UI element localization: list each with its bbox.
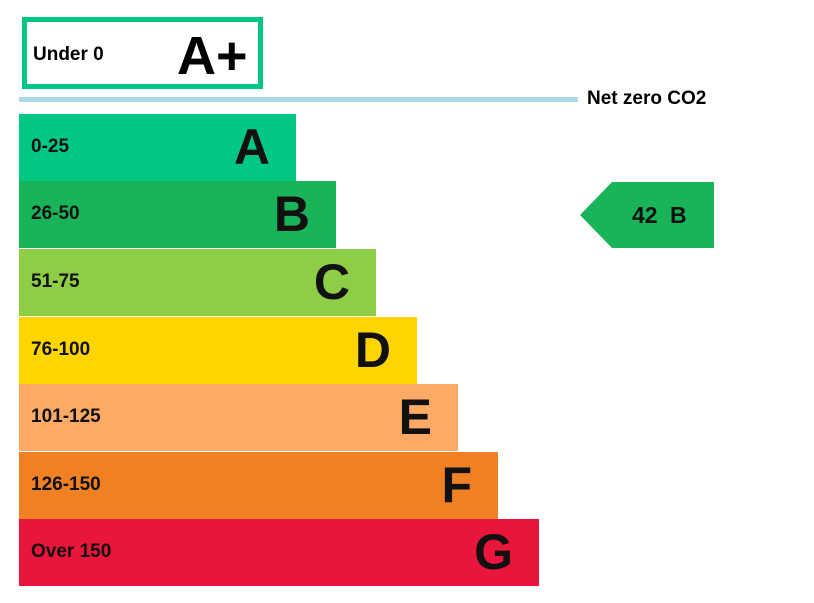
a-plus-rating-box: Under 0 A+ [22,17,263,89]
a-plus-letter: A+ [177,26,248,86]
band-a: 0-25 A [19,114,296,181]
band-letter: E [398,389,432,445]
band-d: 76-100 D [19,317,417,384]
net-zero-label: Net zero CO2 [587,88,707,109]
band-letter: F [441,457,472,513]
net-zero-line [19,97,578,102]
band-letter: A [233,119,270,175]
band-f: 126-150 F [19,452,498,519]
current-rating-value: 42 [632,202,658,228]
band-e: 101-125 E [19,384,458,451]
current-rating-arrow: 42 B [580,182,714,248]
band-range: 101-125 [31,406,101,427]
band-range: 26-50 [31,203,80,224]
band-letter: D [354,322,391,378]
band-range: 0-25 [31,136,70,157]
band-c: 51-75 C [19,249,376,316]
current-rating-text: 42 B [632,202,687,229]
band-b: 26-50 B [19,181,336,248]
band-g: Over 150 G [19,519,539,586]
band-letter: B [273,186,310,242]
band-letter: C [313,254,350,310]
band-range: 76-100 [31,339,91,360]
a-plus-range: Under 0 [33,44,104,65]
band-letter: G [474,524,513,580]
current-rating-letter: B [669,202,687,228]
band-range: 51-75 [31,271,80,292]
arrow-shape [580,182,714,248]
band-range: Over 150 [31,541,112,562]
band-range: 126-150 [31,474,101,495]
